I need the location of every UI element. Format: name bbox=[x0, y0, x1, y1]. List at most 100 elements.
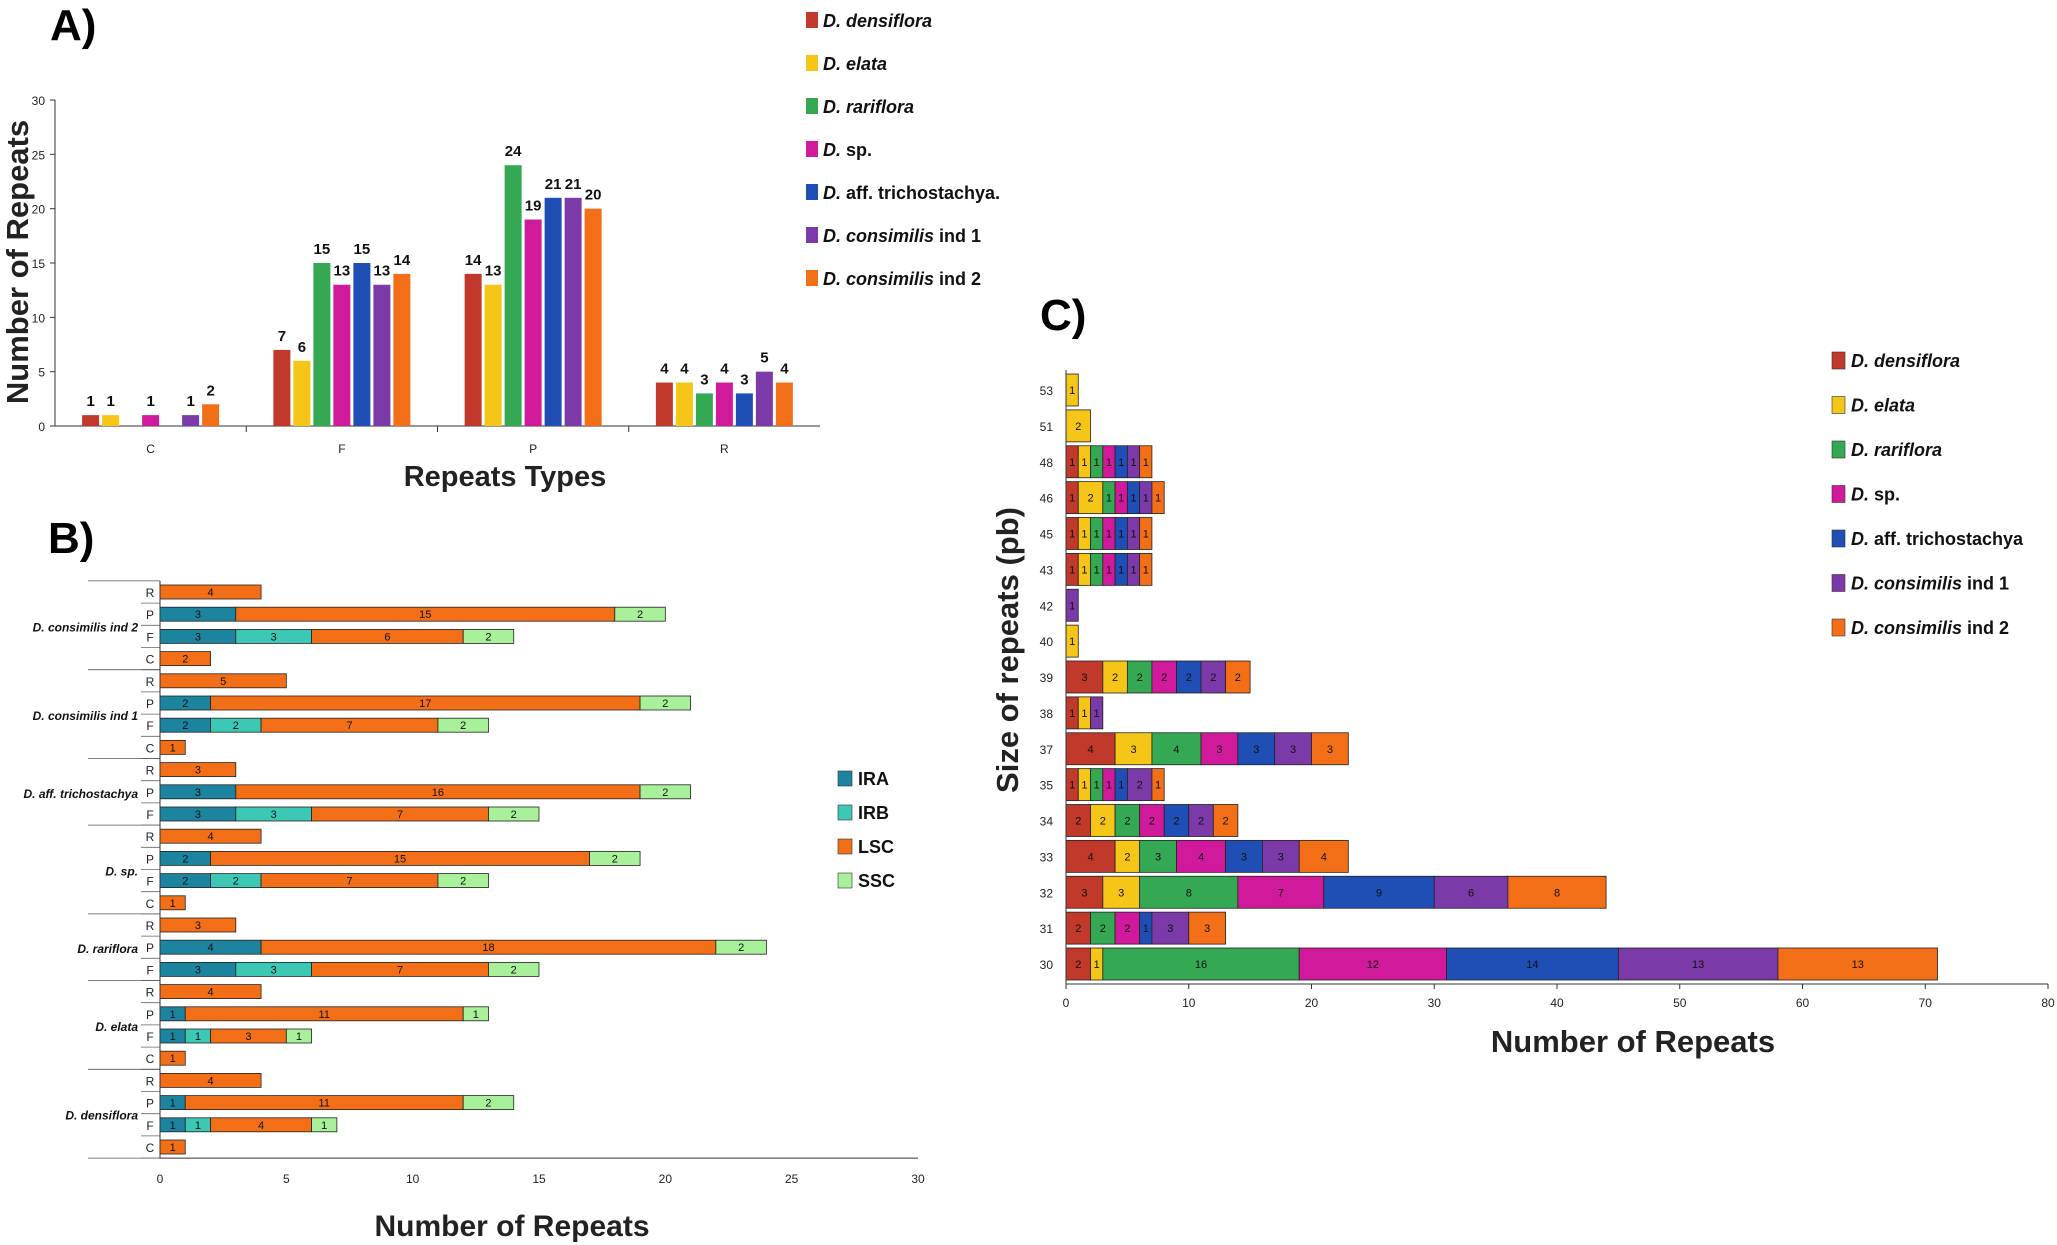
b-segment-label-d-consimilis-ind-1-C-lsc: 1 bbox=[170, 742, 176, 754]
c-y-tick-label-38: 38 bbox=[1040, 707, 1054, 721]
b-group-label-d-sp: D. sp. bbox=[105, 865, 138, 879]
b-row-type-label-d-consimilis-ind-1-R: R bbox=[146, 675, 155, 689]
c-segment-label-39-d-densiflora: 3 bbox=[1081, 672, 1087, 684]
c-legend-label-d-consimilis-ind-1: D. consimilis ind 1 bbox=[1851, 574, 2009, 594]
c-segment-label-31-d-sp: 2 bbox=[1124, 923, 1130, 935]
c-segment-label-32-d-rariflora: 8 bbox=[1186, 887, 1192, 899]
c-y-tick-label-42: 42 bbox=[1040, 599, 1054, 613]
b-group-label-d-consimilis-ind-2: D. consimilis ind 2 bbox=[33, 620, 139, 634]
a-y-tick-label: 15 bbox=[32, 257, 46, 271]
b-segment-d-elata-F-ssc bbox=[285, 1028, 313, 1044]
b-segment-label-d-sp-C-lsc: 1 bbox=[170, 898, 176, 910]
b-x-tick-label: 20 bbox=[659, 1172, 673, 1186]
a-data-label-d-aff-trichostachya-f: 15 bbox=[354, 241, 371, 258]
b-segment-label-d-consimilis-ind-2-P-ssc: 2 bbox=[637, 609, 643, 621]
c-segment-label-35-d-elata: 1 bbox=[1081, 780, 1087, 792]
b-row-type-label-d-consimilis-ind-1-P: P bbox=[146, 697, 154, 711]
b-segment-label-d-rariflora-R-lsc: 3 bbox=[195, 920, 201, 932]
c-segment-32-d-rariflora bbox=[1139, 875, 1239, 909]
b-row-type-label-d-rariflora-R: R bbox=[146, 919, 155, 933]
b-segment-label-d-sp-F-lsc: 7 bbox=[346, 876, 352, 888]
c-segment-label-33-d-aff-trichostachya: 3 bbox=[1241, 851, 1247, 863]
c-segment-label-48-d-rariflora: 1 bbox=[1094, 457, 1100, 469]
a-bar-d-consimilis-ind-2-p bbox=[584, 208, 602, 426]
c-segment-32-d-consimilis-ind2 bbox=[1507, 875, 1607, 909]
a-legend-label-d-consimilis-ind-1: D. consimilis ind 1 bbox=[823, 226, 981, 246]
a-data-label-d-consimilis-ind-1-f: 13 bbox=[374, 263, 391, 280]
a-bar-d-elata-p bbox=[484, 284, 502, 426]
panel-b: B) Number of Repeats R 4P 3 15 2F 3 3 6 2C 2D. co… bbox=[24, 514, 925, 1243]
a-bar-d-sp-p bbox=[524, 219, 542, 426]
c-y-tick-label-39: 39 bbox=[1040, 671, 1054, 685]
panel-b-x-axis-title: Number of Repeats bbox=[374, 1210, 649, 1243]
c-x-tick-label: 0 bbox=[1063, 996, 1070, 1010]
c-segment-51-d-elata bbox=[1065, 409, 1091, 443]
c-segment-label-51-d-elata: 2 bbox=[1075, 421, 1081, 433]
c-segment-label-34-d-consimilis-ind2: 2 bbox=[1223, 816, 1229, 828]
b-row-type-label-d-elata-C: C bbox=[146, 1052, 155, 1066]
b-segment-d-consimilis-ind-1-F-ssc bbox=[437, 717, 489, 733]
c-segment-label-32-d-densiflora: 3 bbox=[1081, 887, 1087, 899]
c-segment-30-d-sp bbox=[1298, 947, 1447, 981]
b-segment-label-d-consimilis-ind-2-R-lsc: 4 bbox=[207, 587, 213, 599]
c-segment-label-32-d-consimilis-ind2: 8 bbox=[1554, 887, 1560, 899]
panel-a: A) Number of Repeats Repeats Types 0 5 10 1… bbox=[0, 1, 1000, 493]
panel-a-y-axis-title: Number of Repeats bbox=[0, 120, 35, 404]
c-segment-32-d-consimilis-ind1 bbox=[1433, 875, 1509, 909]
a-data-label-d-densiflora-c: 1 bbox=[86, 393, 94, 410]
a-legend-label-d-aff-trichostachya: D. aff. trichostachya. bbox=[823, 183, 1000, 203]
a-legend-swatch-d-consimilis-ind-2 bbox=[806, 270, 818, 286]
c-segment-label-42-d-consimilis-ind1: 1 bbox=[1069, 600, 1075, 612]
b-x-tick-label: 5 bbox=[283, 1172, 290, 1186]
c-segment-label-31-d-densiflora: 2 bbox=[1075, 923, 1081, 935]
c-segment-label-34-d-elata: 2 bbox=[1100, 816, 1106, 828]
c-segment-label-38-d-elata: 1 bbox=[1081, 708, 1087, 720]
b-row-type-label-d-aff-trichostachya-F: F bbox=[146, 808, 153, 822]
c-segment-label-37-d-elata: 3 bbox=[1130, 744, 1136, 756]
c-segment-label-37-d-rariflora: 4 bbox=[1173, 744, 1179, 756]
a-bar-d-elata-c bbox=[102, 415, 120, 426]
a-legend-swatch-d-rariflora bbox=[806, 98, 818, 114]
c-segment-label-30-d-consimilis-ind2: 13 bbox=[1852, 959, 1864, 971]
a-y-tick-label: 30 bbox=[32, 94, 46, 108]
a-data-label-d-sp-c: 1 bbox=[146, 393, 154, 410]
c-segment-label-30-d-densiflora: 2 bbox=[1075, 959, 1081, 971]
b-x-tick-label: 0 bbox=[157, 1172, 164, 1186]
b-segment-label-d-densiflora-P-lsc: 11 bbox=[319, 1098, 330, 1110]
a-data-label-d-sp-f: 13 bbox=[334, 263, 351, 280]
a-bar-d-consimilis-ind-1-f bbox=[373, 284, 391, 426]
c-segment-label-39-d-consimilis-ind1: 2 bbox=[1210, 672, 1216, 684]
c-segment-label-37-d-consimilis-ind2: 3 bbox=[1327, 744, 1333, 756]
c-segment-label-33-d-consimilis-ind1: 3 bbox=[1278, 851, 1284, 863]
a-bar-d-aff-trichostachya-p bbox=[544, 197, 562, 426]
b-segment-label-d-elata-C-lsc: 1 bbox=[170, 1053, 176, 1065]
a-bar-d-elata-f bbox=[293, 360, 311, 426]
b-row-type-label-d-densiflora-C: C bbox=[146, 1141, 155, 1155]
panel-a-legend: D. densiflora D. elata D. rariflora D. sp. D… bbox=[806, 11, 1000, 289]
b-segment-label-d-sp-P-ssc: 2 bbox=[612, 853, 618, 865]
c-segment-38-d-consimilis-ind1 bbox=[1090, 696, 1104, 730]
c-segment-39-d-densiflora bbox=[1065, 660, 1104, 694]
c-segment-label-32-d-sp: 7 bbox=[1278, 887, 1284, 899]
b-segment-label-d-consimilis-ind-2-F-lsc: 6 bbox=[384, 631, 390, 643]
a-bar-d-consimilis-ind-1-r bbox=[755, 371, 773, 426]
c-y-tick-label-46: 46 bbox=[1040, 492, 1054, 506]
b-segment-label-d-elata-F-irb: 1 bbox=[195, 1031, 201, 1043]
b-legend-swatch-irb bbox=[837, 804, 853, 821]
c-y-tick-label-45: 45 bbox=[1040, 528, 1054, 542]
a-bar-d-sp-r bbox=[715, 382, 733, 426]
panel-a-x-axis-title: Repeats Types bbox=[404, 461, 607, 493]
a-data-label-d-rariflora-r: 3 bbox=[700, 371, 708, 388]
c-segment-30-d-consimilis-ind2 bbox=[1777, 947, 1938, 981]
c-segment-39-d-aff-trichostachya bbox=[1176, 660, 1202, 694]
a-data-label-d-consimilis-ind-1-c: 1 bbox=[186, 393, 194, 410]
c-segment-34-d-rariflora bbox=[1114, 804, 1141, 837]
c-x-tick-label: 60 bbox=[1796, 996, 1810, 1010]
b-segment-label-d-aff-trichostachya-P-ssc: 2 bbox=[662, 787, 668, 799]
c-y-tick-label-33: 33 bbox=[1040, 850, 1054, 864]
b-row-type-label-d-consimilis-ind-2-R: R bbox=[146, 586, 155, 600]
a-bar-d-sp-c bbox=[142, 415, 160, 426]
c-segment-34-d-consimilis-ind1 bbox=[1188, 804, 1214, 837]
c-segment-32-d-densiflora bbox=[1065, 875, 1104, 909]
